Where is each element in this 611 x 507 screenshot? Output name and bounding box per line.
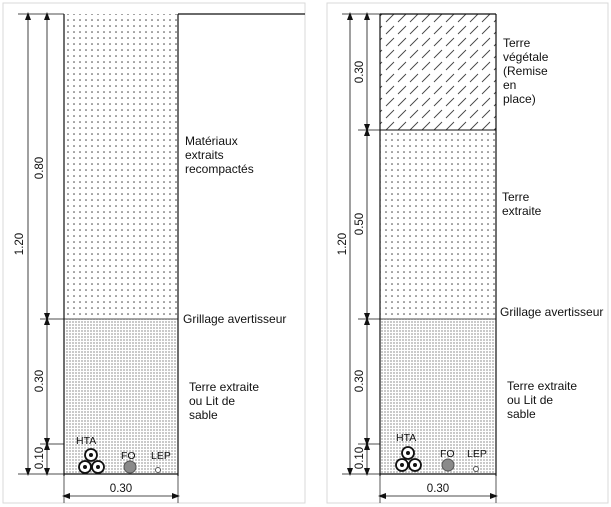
right-width: 0.30 [427, 483, 449, 495]
left-layer2-depth: 0.30 [34, 370, 46, 392]
left-hta-cable-bundle [78, 448, 105, 474]
right-hta-cable-bundle [395, 446, 422, 472]
right-layer1-depth: 0.30 [354, 61, 366, 83]
left-sand-layer [64, 319, 178, 474]
left-total-depth: 1.20 [14, 233, 26, 255]
left-lep-label: LEP [151, 450, 171, 462]
right-hta-label: HTA [396, 432, 416, 444]
right-layer4-depth: 0.10 [354, 447, 366, 469]
right-sand-layer [380, 319, 496, 474]
right-panel-border [326, 2, 609, 504]
right-layer3-depth: 0.30 [354, 370, 366, 392]
left-layer1-label: Matériaux extraits recompactés [185, 134, 254, 176]
left-layer1-depth: 0.80 [34, 157, 46, 179]
left-panel-border [2, 2, 306, 504]
right-total-depth: 1.20 [337, 233, 349, 255]
left-fo-label: FO [121, 450, 136, 462]
right-lep-cable [473, 466, 479, 472]
left-backfill-layer [64, 14, 178, 319]
left-fo-cable [123, 460, 137, 474]
left-trench-section: 1.20 0.80 0.30 0.10 0.30 Matériaux extra… [2, 2, 306, 504]
right-layer1-label: Terre végétale (Remise en place) [503, 36, 552, 106]
right-warning-mesh-label: Grillage avertisseur [500, 305, 603, 319]
left-layer2-label: Terre extraite ou Lit de sable [189, 380, 262, 422]
left-width: 0.30 [110, 483, 132, 495]
right-trench-section: 1.20 0.30 0.50 0.30 0.10 0.30 Terre végé… [326, 2, 609, 504]
left-layer3-depth: 0.10 [34, 447, 46, 469]
right-fo-label: FO [440, 448, 455, 460]
right-lep-label: LEP [467, 448, 487, 460]
left-warning-mesh-label: Grillage avertisseur [183, 312, 286, 326]
left-lep-cable [155, 467, 161, 473]
right-fo-cable [441, 458, 455, 472]
right-layer2-label: Terre extraite [502, 190, 542, 218]
right-backfill-layer [380, 130, 496, 319]
left-hta-label: HTA [76, 435, 96, 447]
right-layer3-label: Terre extraite ou Lit de sable [507, 379, 580, 421]
right-layer2-depth: 0.50 [354, 213, 366, 235]
right-topsoil-layer [380, 14, 496, 130]
